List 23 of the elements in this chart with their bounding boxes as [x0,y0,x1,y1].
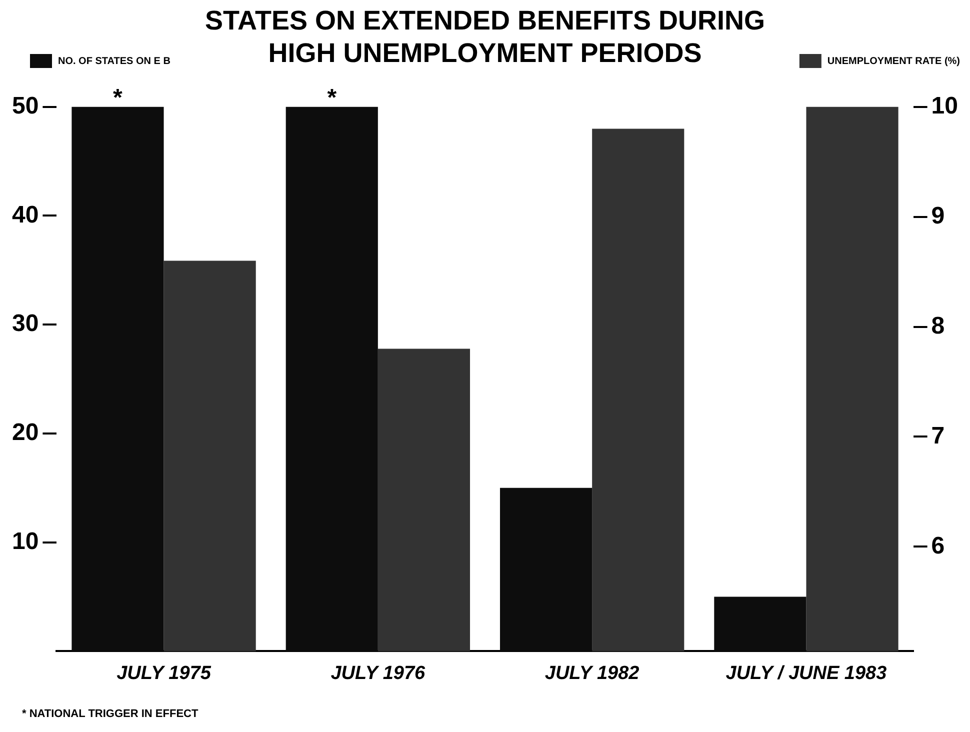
y2-tick-label: 8 [931,312,945,340]
text: * NATIONAL TRIGGER IN EFFECT [22,708,198,720]
y2-tick-label: 9 [931,202,945,230]
legend-label: UNEMPLOYMENT RATE (%) [827,56,960,67]
y2-tick-label: 7 [931,422,945,450]
text: STATES ON EXTENDED BENEFITS DURING [204,6,766,36]
bar [500,488,592,652]
x-tick-label: JULY / JUNE 1983 [726,662,888,684]
y-tick-label: 40 [12,201,39,228]
annotation: * [113,84,124,112]
y-tick-label: 30 [12,310,39,338]
x-tick-label: JULY 1975 [116,662,212,684]
y-tick-label: 20 [12,419,39,446]
bar [714,596,806,652]
y2-tick-label: 6 [931,532,945,560]
legend-label: NO. OF STATES ON E B [58,56,170,67]
y-tick-label: 50 [12,92,39,120]
x-tick-label: JULY 1976 [330,662,426,684]
annotation: * [327,84,338,112]
y-tick-label: 10 [12,528,39,555]
x-tick-label: JULY 1982 [544,662,640,684]
y2-tick-label: 10 [931,92,958,120]
text: HIGH UNEMPLOYMENT PERIODS [268,38,702,68]
